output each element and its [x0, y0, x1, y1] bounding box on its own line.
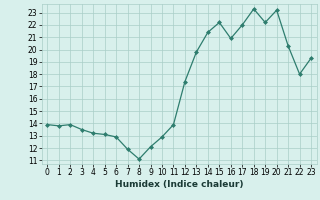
- X-axis label: Humidex (Indice chaleur): Humidex (Indice chaleur): [115, 180, 244, 189]
